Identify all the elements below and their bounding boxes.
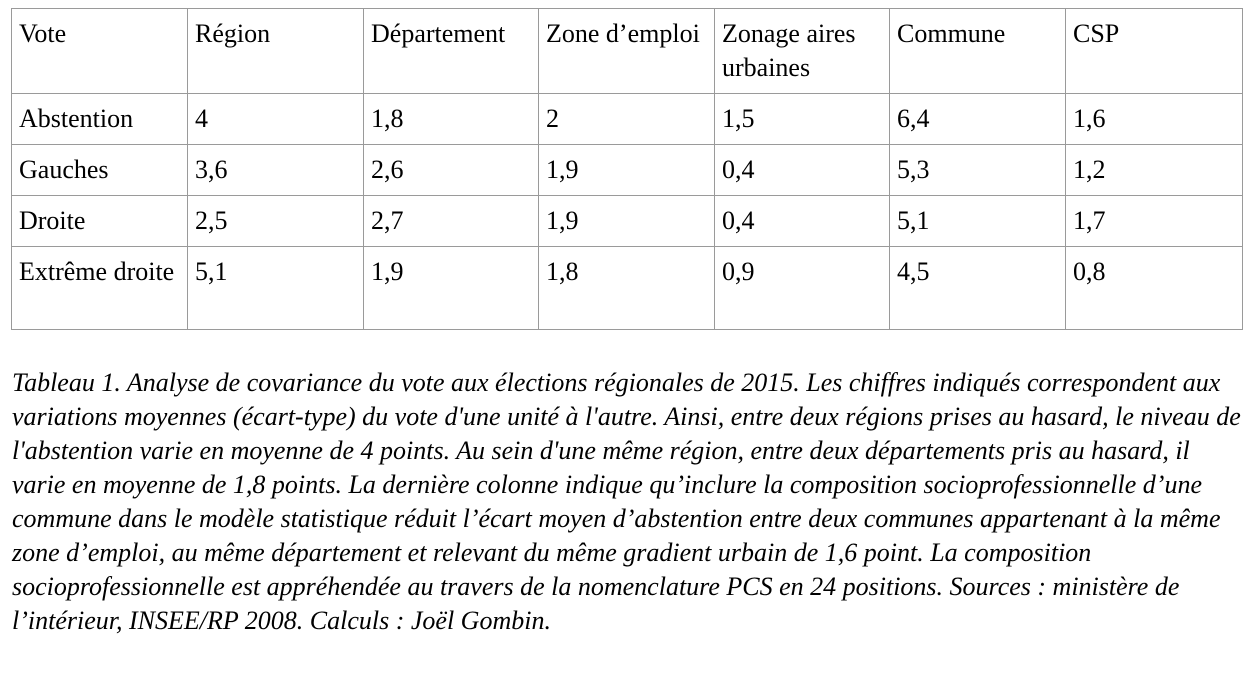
table-cell: 2,5 <box>187 195 364 247</box>
table-cell: 0,4 <box>714 144 890 196</box>
table-header-row: Vote Région Département Zone d’emploi Zo… <box>11 8 1243 94</box>
table-row: Abstention 4 1,8 2 1,5 6,4 1,6 <box>11 93 1243 145</box>
table-cell: 1,7 <box>1065 195 1243 247</box>
table-cell: 2,6 <box>363 144 539 196</box>
table-cell: 2,7 <box>363 195 539 247</box>
row-label-cell: Droite <box>11 195 188 247</box>
table-cell: 1,8 <box>363 93 539 145</box>
row-label-cell: Abstention <box>11 93 188 145</box>
column-header-region: Région <box>187 8 364 94</box>
table-cell: 0,9 <box>714 246 890 330</box>
table-cell: 0,4 <box>714 195 890 247</box>
table-row: Extrême droite 5,1 1,9 1,8 0,9 4,5 0,8 <box>11 246 1243 330</box>
table-cell: 1,2 <box>1065 144 1243 196</box>
table-cell: 1,6 <box>1065 93 1243 145</box>
table-cell: 5,1 <box>187 246 364 330</box>
table-cell: 1,8 <box>538 246 715 330</box>
table-cell: 4,5 <box>889 246 1066 330</box>
table-caption: Tableau 1. Analyse de covariance du vote… <box>12 368 1241 635</box>
table-cell: 0,8 <box>1065 246 1243 330</box>
column-header-zonage-aires-urbaines: Zonage aires urbaines <box>714 8 890 94</box>
column-header-zone-emploi: Zone d’emploi <box>538 8 715 94</box>
column-header-vote: Vote <box>11 8 188 94</box>
row-label-cell: Gauches <box>11 144 188 196</box>
table-cell: 5,1 <box>889 195 1066 247</box>
table-cell: 2 <box>538 93 715 145</box>
table-cell: 1,9 <box>538 195 715 247</box>
table-cell: 5,3 <box>889 144 1066 196</box>
table-cell: 6,4 <box>889 93 1066 145</box>
table-cell: 3,6 <box>187 144 364 196</box>
row-label-cell: Extrême droite <box>11 246 188 330</box>
table-cell: 1,9 <box>538 144 715 196</box>
column-header-commune: Commune <box>889 8 1066 94</box>
column-header-departement: Département <box>363 8 539 94</box>
table-cell: 1,9 <box>363 246 539 330</box>
table-row: Gauches 3,6 2,6 1,9 0,4 5,3 1,2 <box>11 144 1243 196</box>
table-cell: 4 <box>187 93 364 145</box>
covariance-table: Vote Région Département Zone d’emploi Zo… <box>11 8 1243 330</box>
column-header-csp: CSP <box>1065 8 1243 94</box>
table-row: Droite 2,5 2,7 1,9 0,4 5,1 1,7 <box>11 195 1243 247</box>
table-cell: 1,5 <box>714 93 890 145</box>
